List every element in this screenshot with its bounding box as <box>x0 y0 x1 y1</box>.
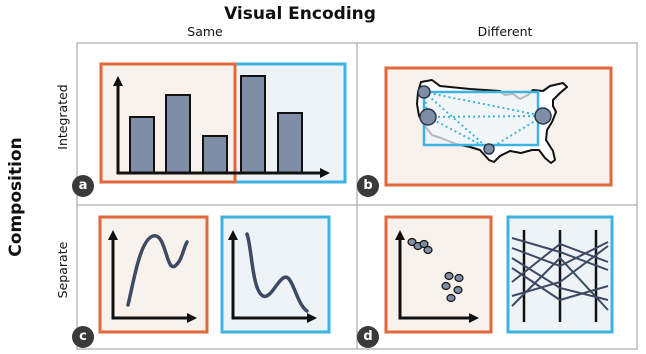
panel-d-scatter-axes <box>398 236 472 320</box>
scatter-point <box>419 239 429 249</box>
bar-3 <box>202 135 228 174</box>
panel-b-badge: b <box>357 175 379 197</box>
link-2 <box>427 115 544 118</box>
panel-d-left-frame <box>384 215 493 334</box>
panel-c-right-view <box>222 217 329 332</box>
scatter-point <box>444 271 454 281</box>
panel-d-scatter-x-arrow <box>469 313 479 323</box>
panel-c-left-line-series <box>126 234 189 307</box>
panel-d-left-view <box>386 217 491 332</box>
panel-c-right-axis-lines <box>231 236 310 320</box>
pc-line <box>511 256 609 311</box>
panel-b <box>384 66 613 187</box>
panel-c-left-axes <box>111 236 190 320</box>
matrix-grid <box>76 42 638 350</box>
column-label-same: Same <box>187 24 223 39</box>
scatter-point <box>453 285 463 295</box>
column-label-different: Different <box>477 24 533 39</box>
bar-2 <box>165 94 191 174</box>
panel-c-right-frame <box>220 215 331 334</box>
panel-d-scatter-points <box>407 237 464 303</box>
pc-line <box>511 237 609 271</box>
panel-a-axes <box>116 82 322 175</box>
panel-d <box>384 215 614 334</box>
panel-c-left-x-arrow <box>187 313 197 323</box>
panel-c <box>98 215 331 334</box>
figure-title: Visual Encoding <box>224 4 376 24</box>
bar-1 <box>129 116 155 174</box>
panel-d-scatter-y-arrow <box>395 230 405 240</box>
node-south <box>483 143 495 155</box>
scatter-point <box>446 293 456 303</box>
panel-c-right-axes <box>231 236 310 320</box>
panel-d-right-frame <box>506 215 614 334</box>
pc-line <box>511 242 609 283</box>
panel-c-left-y-arrow <box>108 230 118 240</box>
panel-a-x-arrow <box>320 168 330 178</box>
panel-a-bars <box>129 75 303 174</box>
panel-b-blue-view <box>424 92 538 145</box>
link-4 <box>427 116 490 150</box>
scatter-point <box>423 245 433 255</box>
panel-a-badge: a <box>72 175 94 197</box>
scatter-point <box>441 281 451 291</box>
bar-5 <box>277 112 303 174</box>
panel-b-nodes <box>417 85 552 155</box>
bar-4 <box>240 75 266 174</box>
scatter-point <box>407 237 417 247</box>
pc-line <box>511 267 609 302</box>
panel-c-right-line-series <box>245 232 309 313</box>
panel-c-badge: c <box>72 326 94 348</box>
node-northwest <box>417 85 431 99</box>
panel-c-right-y-arrow <box>228 230 238 240</box>
pc-line <box>511 257 609 301</box>
panel-d-scatter-axis-lines <box>398 236 472 320</box>
panel-a-orange-frame <box>99 62 237 184</box>
scatter-point <box>454 273 464 283</box>
link-1 <box>423 91 544 117</box>
pc-line <box>511 241 609 268</box>
node-west <box>419 108 437 126</box>
panel-c-right-x-arrow <box>307 313 317 323</box>
link-5 <box>488 115 544 150</box>
panel-b-frame <box>384 66 613 187</box>
panel-d-badge: d <box>357 326 379 348</box>
panel-c-left-axis-lines <box>111 236 190 320</box>
node-east <box>534 107 552 125</box>
parallel-coordinate-lines <box>511 237 609 311</box>
panel-a-axis-lines <box>116 82 322 175</box>
panel-a-y-arrow <box>113 76 123 86</box>
panel-c-left-frame <box>98 215 209 334</box>
panel-a <box>99 62 347 184</box>
